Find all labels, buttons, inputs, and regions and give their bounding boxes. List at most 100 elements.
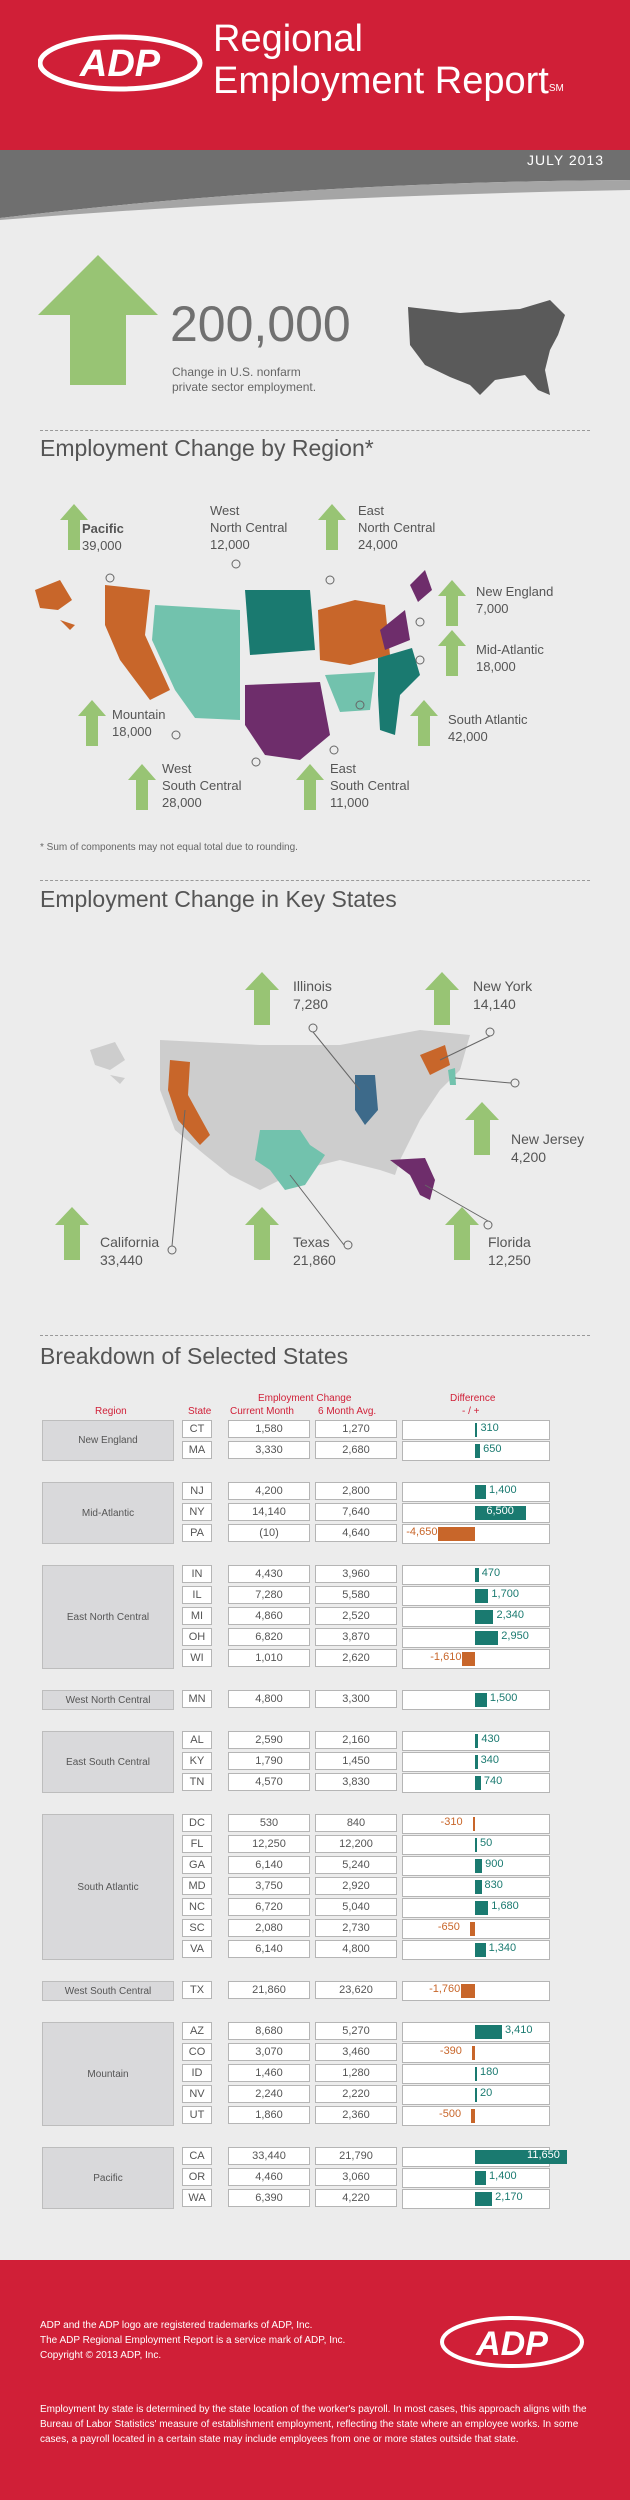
difference-bar (471, 2046, 475, 2060)
state-cell: MI (182, 1607, 212, 1625)
state-cell: KY (182, 1752, 212, 1770)
region-cell: South Atlantic (42, 1814, 174, 1960)
six-month-avg-cell: 3,300 (315, 1690, 397, 1708)
current-month-cell: 14,140 (228, 1503, 310, 1521)
logo-text: ADP (79, 43, 161, 85)
difference-value: 740 (483, 1775, 503, 1787)
texas-shape (255, 1130, 325, 1190)
difference-bar (475, 1444, 481, 1458)
difference-bar (475, 1568, 479, 1582)
difference-value: 180 (480, 2066, 499, 2078)
up-arrow-icon (128, 764, 156, 810)
state-cell: NJ (182, 1482, 212, 1500)
col-current-month: Current Month (230, 1406, 294, 1417)
region-cell: Mountain (42, 2022, 174, 2126)
state-cell: TN (182, 1773, 212, 1791)
adp-logo: ADP (38, 34, 203, 92)
footer-adp-logo: ADP (440, 2316, 584, 2368)
up-arrow-icon (55, 1207, 89, 1260)
difference-bar (475, 1943, 486, 1957)
us-base-map (160, 1030, 470, 1190)
header-swoosh (0, 140, 630, 220)
col-difference: Difference (450, 1393, 496, 1404)
difference-cell: -1,610 (402, 1649, 550, 1669)
state-cell: CA (182, 2147, 212, 2165)
six-month-avg-cell: 7,640 (315, 1503, 397, 1521)
region-cell: East South Central (42, 1731, 174, 1793)
south-atlantic-shape (378, 648, 420, 735)
difference-cell: 830 (402, 1877, 550, 1897)
up-arrow-icon (245, 1207, 279, 1260)
difference-value: 430 (481, 1733, 500, 1745)
state-cell: CT (182, 1420, 212, 1438)
difference-value: -310 (440, 1816, 463, 1828)
state-cell: SC (182, 1919, 212, 1937)
difference-bar (475, 2088, 477, 2102)
six-month-avg-cell: 4,800 (315, 1940, 397, 1958)
difference-cell: 1,400 (402, 1482, 550, 1502)
service-mark: SM (548, 83, 564, 94)
six-month-avg-cell: 840 (315, 1814, 397, 1832)
difference-value: 1,400 (489, 2170, 517, 2182)
state-cell: PA (182, 1524, 212, 1542)
difference-cell: 180 (402, 2064, 550, 2084)
state-cell: OH (182, 1628, 212, 1646)
state-cell: IL (182, 1586, 212, 1604)
difference-bar (438, 1527, 475, 1541)
difference-cell: -4,650 (402, 1524, 550, 1544)
region-label-mountain: Mountain 18,000 (112, 707, 166, 739)
difference-bar (475, 1423, 478, 1437)
state-cell: AZ (182, 2022, 212, 2040)
state-cell: VA (182, 1940, 212, 1958)
state-cell: CO (182, 2043, 212, 2061)
difference-cell: -500 (402, 2106, 550, 2126)
six-month-avg-cell: 2,220 (315, 2085, 397, 2103)
up-arrow-icon (318, 504, 346, 550)
state-label-texas: Texas 21,860 (293, 1234, 336, 1268)
footer-logo-text: ADP (475, 2325, 548, 2363)
difference-bar (461, 1984, 475, 1998)
region-label-pacific: Pacific 39,000 (82, 521, 124, 553)
difference-cell: 20 (402, 2085, 550, 2105)
states-section-title: Employment Change in Key States (40, 886, 397, 912)
region-cell: East North Central (42, 1565, 174, 1669)
six-month-avg-cell: 23,620 (315, 1981, 397, 1999)
difference-cell: 11,650 (402, 2147, 568, 2167)
region-cell: West North Central (42, 1690, 174, 1710)
divider (40, 880, 590, 881)
six-month-avg-cell: 2,360 (315, 2106, 397, 2124)
difference-value: 340 (480, 1754, 500, 1766)
difference-bar (469, 1922, 475, 1936)
six-month-avg-cell: 2,730 (315, 1919, 397, 1937)
difference-value: -1,760 (429, 1983, 461, 1995)
state-label-illinois: Illinois 7,280 (293, 978, 332, 1012)
difference-cell: 2,340 (402, 1607, 550, 1627)
difference-bar (475, 1693, 487, 1707)
up-arrow-icon (245, 972, 279, 1025)
state-cell: MD (182, 1877, 212, 1895)
difference-cell: 430 (402, 1731, 550, 1751)
west-south-central-shape (245, 682, 330, 760)
six-month-avg-cell: 2,620 (315, 1649, 397, 1667)
six-month-avg-cell: 1,450 (315, 1752, 397, 1770)
current-month-cell: 2,590 (228, 1731, 310, 1749)
difference-cell: -650 (402, 1919, 550, 1939)
difference-bar (475, 1485, 487, 1499)
state-cell: NC (182, 1898, 212, 1916)
region-label-east-south-central: East South Central 11,000 (330, 761, 410, 810)
region-label-west-north-central: West North Central 12,000 (210, 503, 288, 552)
six-month-avg-cell: 4,220 (315, 2189, 397, 2207)
difference-value: 2,170 (495, 2191, 523, 2203)
six-month-avg-cell: 4,640 (315, 1524, 397, 1542)
up-arrow-icon (296, 764, 324, 810)
current-month-cell: 6,720 (228, 1898, 310, 1916)
difference-cell: 1,340 (402, 1940, 550, 1960)
difference-cell: 2,170 (402, 2189, 550, 2209)
difference-bar (475, 1776, 481, 1790)
six-month-avg-cell: 5,240 (315, 1856, 397, 1874)
region-label-west-south-central: West South Central 28,000 (162, 761, 242, 810)
difference-bar (475, 2192, 493, 2206)
difference-value: 20 (480, 2087, 493, 2099)
state-cell: NY (182, 1503, 212, 1521)
region-label-south-atlantic: South Atlantic 42,000 (448, 712, 528, 744)
